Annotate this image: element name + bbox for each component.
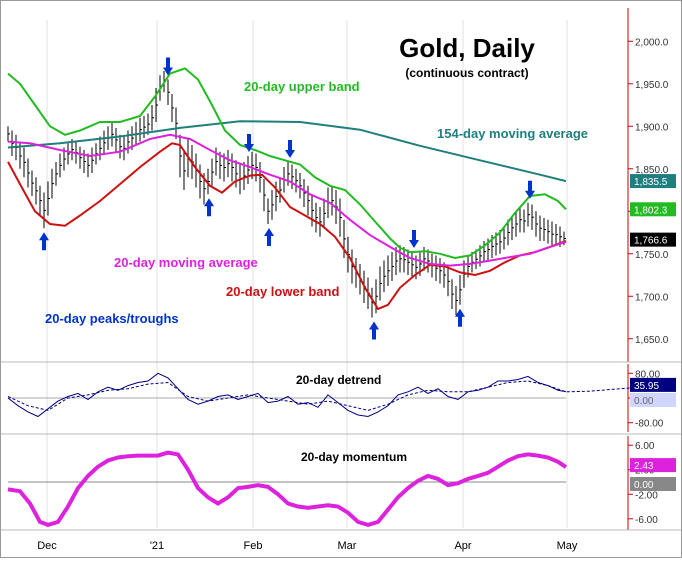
detrend-line <box>7 372 567 418</box>
ma154-value-tag: 1,835.5 <box>634 177 668 188</box>
momentum-tick-label: 6.00 <box>635 441 655 452</box>
momentum-tick-label: -6.00 <box>635 515 658 526</box>
peak-arrow-icon <box>525 180 535 199</box>
peak-arrow-icon <box>244 134 254 152</box>
trough-arrow-icon <box>455 308 465 327</box>
upper-band-value-tag: 1,802.3 <box>634 205 668 216</box>
price-tick-label: 1,750.0 <box>635 250 669 261</box>
x-label-may: May <box>557 540 578 552</box>
last-price-value-tag: 1,766.6 <box>634 236 668 247</box>
trough-arrow-icon <box>369 321 379 340</box>
ma20-label: 20-day moving average <box>114 255 258 270</box>
detrend-zero-tag-bg <box>630 393 676 407</box>
peak-arrow-icon <box>409 230 419 249</box>
ma154-label: 154-day moving average <box>437 126 588 141</box>
ma154-line <box>7 120 567 183</box>
price-tick-label: 1,950.0 <box>635 80 669 91</box>
ma20-line <box>7 133 567 267</box>
peak-trough-arrows <box>39 57 535 340</box>
lower-band-label: 20-day lower band <box>226 284 339 299</box>
detrend-value-tag: 35.95 <box>634 381 659 392</box>
x-label-mar: Mar <box>338 540 357 552</box>
trough-arrow-icon <box>264 228 274 246</box>
price-tick-label: 2,000.0 <box>635 37 669 48</box>
indicator-lines <box>7 67 641 528</box>
last-price-value-tag-bg <box>630 232 676 247</box>
ma154-value-tag-bg <box>630 174 676 189</box>
price-tick-label: 1,850.0 <box>635 165 669 176</box>
momentum-value-tag-bg <box>630 458 676 473</box>
momentum-tick-label: -2.00 <box>635 490 658 501</box>
momentum-value-tag: 2.43 <box>634 461 654 472</box>
x-label-feb: Feb <box>244 540 263 552</box>
peak-arrow-icon <box>285 139 295 158</box>
trough-arrow-icon <box>204 198 214 217</box>
peaks-troughs-label: 20-day peaks/troughs <box>45 311 179 326</box>
momentum-line <box>7 450 568 528</box>
value-tags: 1,835.5 1,802.3 1,766.6 35.95 0.00 2.43 0.00 <box>630 174 676 491</box>
detrend-dashed-line <box>7 380 641 411</box>
chart-title: Gold, Daily <box>399 33 535 63</box>
price-tick-label: 1,700.0 <box>635 292 669 303</box>
x-label-apr: Apr <box>454 540 471 552</box>
price-tick-label: 1,650.0 <box>635 335 669 346</box>
detrend-label: 20-day detrend <box>296 373 381 387</box>
momentum-zero-tag: 0.00 <box>634 480 654 491</box>
x-label-dec: Dec <box>37 540 57 552</box>
upper-band-value-tag-bg <box>630 202 676 217</box>
detrend-tick-label: -80.00 <box>635 419 664 430</box>
detrend-tick-label: 80.00 <box>635 369 660 380</box>
momentum-zero-tag-bg <box>630 477 676 491</box>
peak-arrow-icon <box>163 57 173 76</box>
detrend-value-tag-bg <box>630 377 676 392</box>
detrend-zero-tag: 0.00 <box>634 396 654 407</box>
lower-band-line <box>7 142 567 311</box>
momentum-label: 20-day momentum <box>301 450 407 464</box>
trough-arrow-icon <box>39 232 49 251</box>
x-label-jan: '21 <box>150 540 164 552</box>
upper-band-label: 20-day upper band <box>244 79 360 94</box>
upper-band-line <box>7 67 567 260</box>
chart-subtitle: (continuous contract) <box>405 66 528 80</box>
price-tick-label: 1,900.0 <box>635 122 669 133</box>
